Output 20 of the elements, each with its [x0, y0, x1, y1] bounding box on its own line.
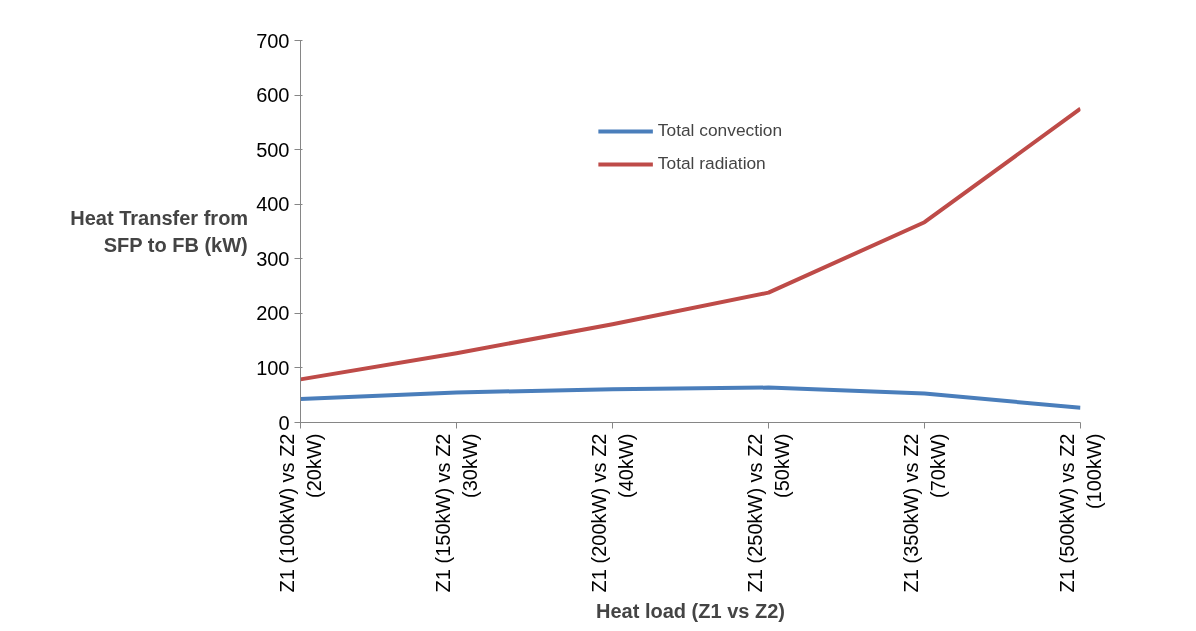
y-tick-label: 600 [256, 84, 290, 107]
y-tick-label: 500 [256, 138, 290, 161]
x-tick-label: Z1 (100kW) vs Z2 (20kW) [276, 433, 325, 593]
x-tick-label: Z1 (500kW) vs Z2 (100kW) [1056, 433, 1105, 593]
y-tick-label: 700 [256, 29, 290, 52]
x-tick-label: Z1 (200kW) vs Z2 (40kW) [588, 433, 637, 593]
line-series [300, 106, 1081, 382]
y-tick-label: 300 [256, 247, 290, 270]
x-tick-label: Z1 (350kW) vs Z2 (70kW) [900, 433, 949, 593]
y-tick-label: 0 [278, 411, 290, 434]
line-series [300, 385, 1081, 410]
y-tick-label: 200 [256, 302, 290, 325]
legend-label: Total radiation [657, 153, 766, 174]
x-tick-label: Z1 (250kW) vs Z2 (50kW) [744, 433, 793, 593]
y-axis-title: Heat Transfer from SFP to FB (kW) [70, 207, 249, 256]
x-axis-title: Heat load (Z1 vs Z2) [596, 600, 785, 623]
y-tick-label: 400 [256, 193, 290, 216]
y-tick-label: 100 [256, 356, 290, 379]
legend-label: Total convection [657, 120, 783, 141]
x-tick-label: Z1 (150kW) vs Z2 (30kW) [432, 433, 481, 593]
